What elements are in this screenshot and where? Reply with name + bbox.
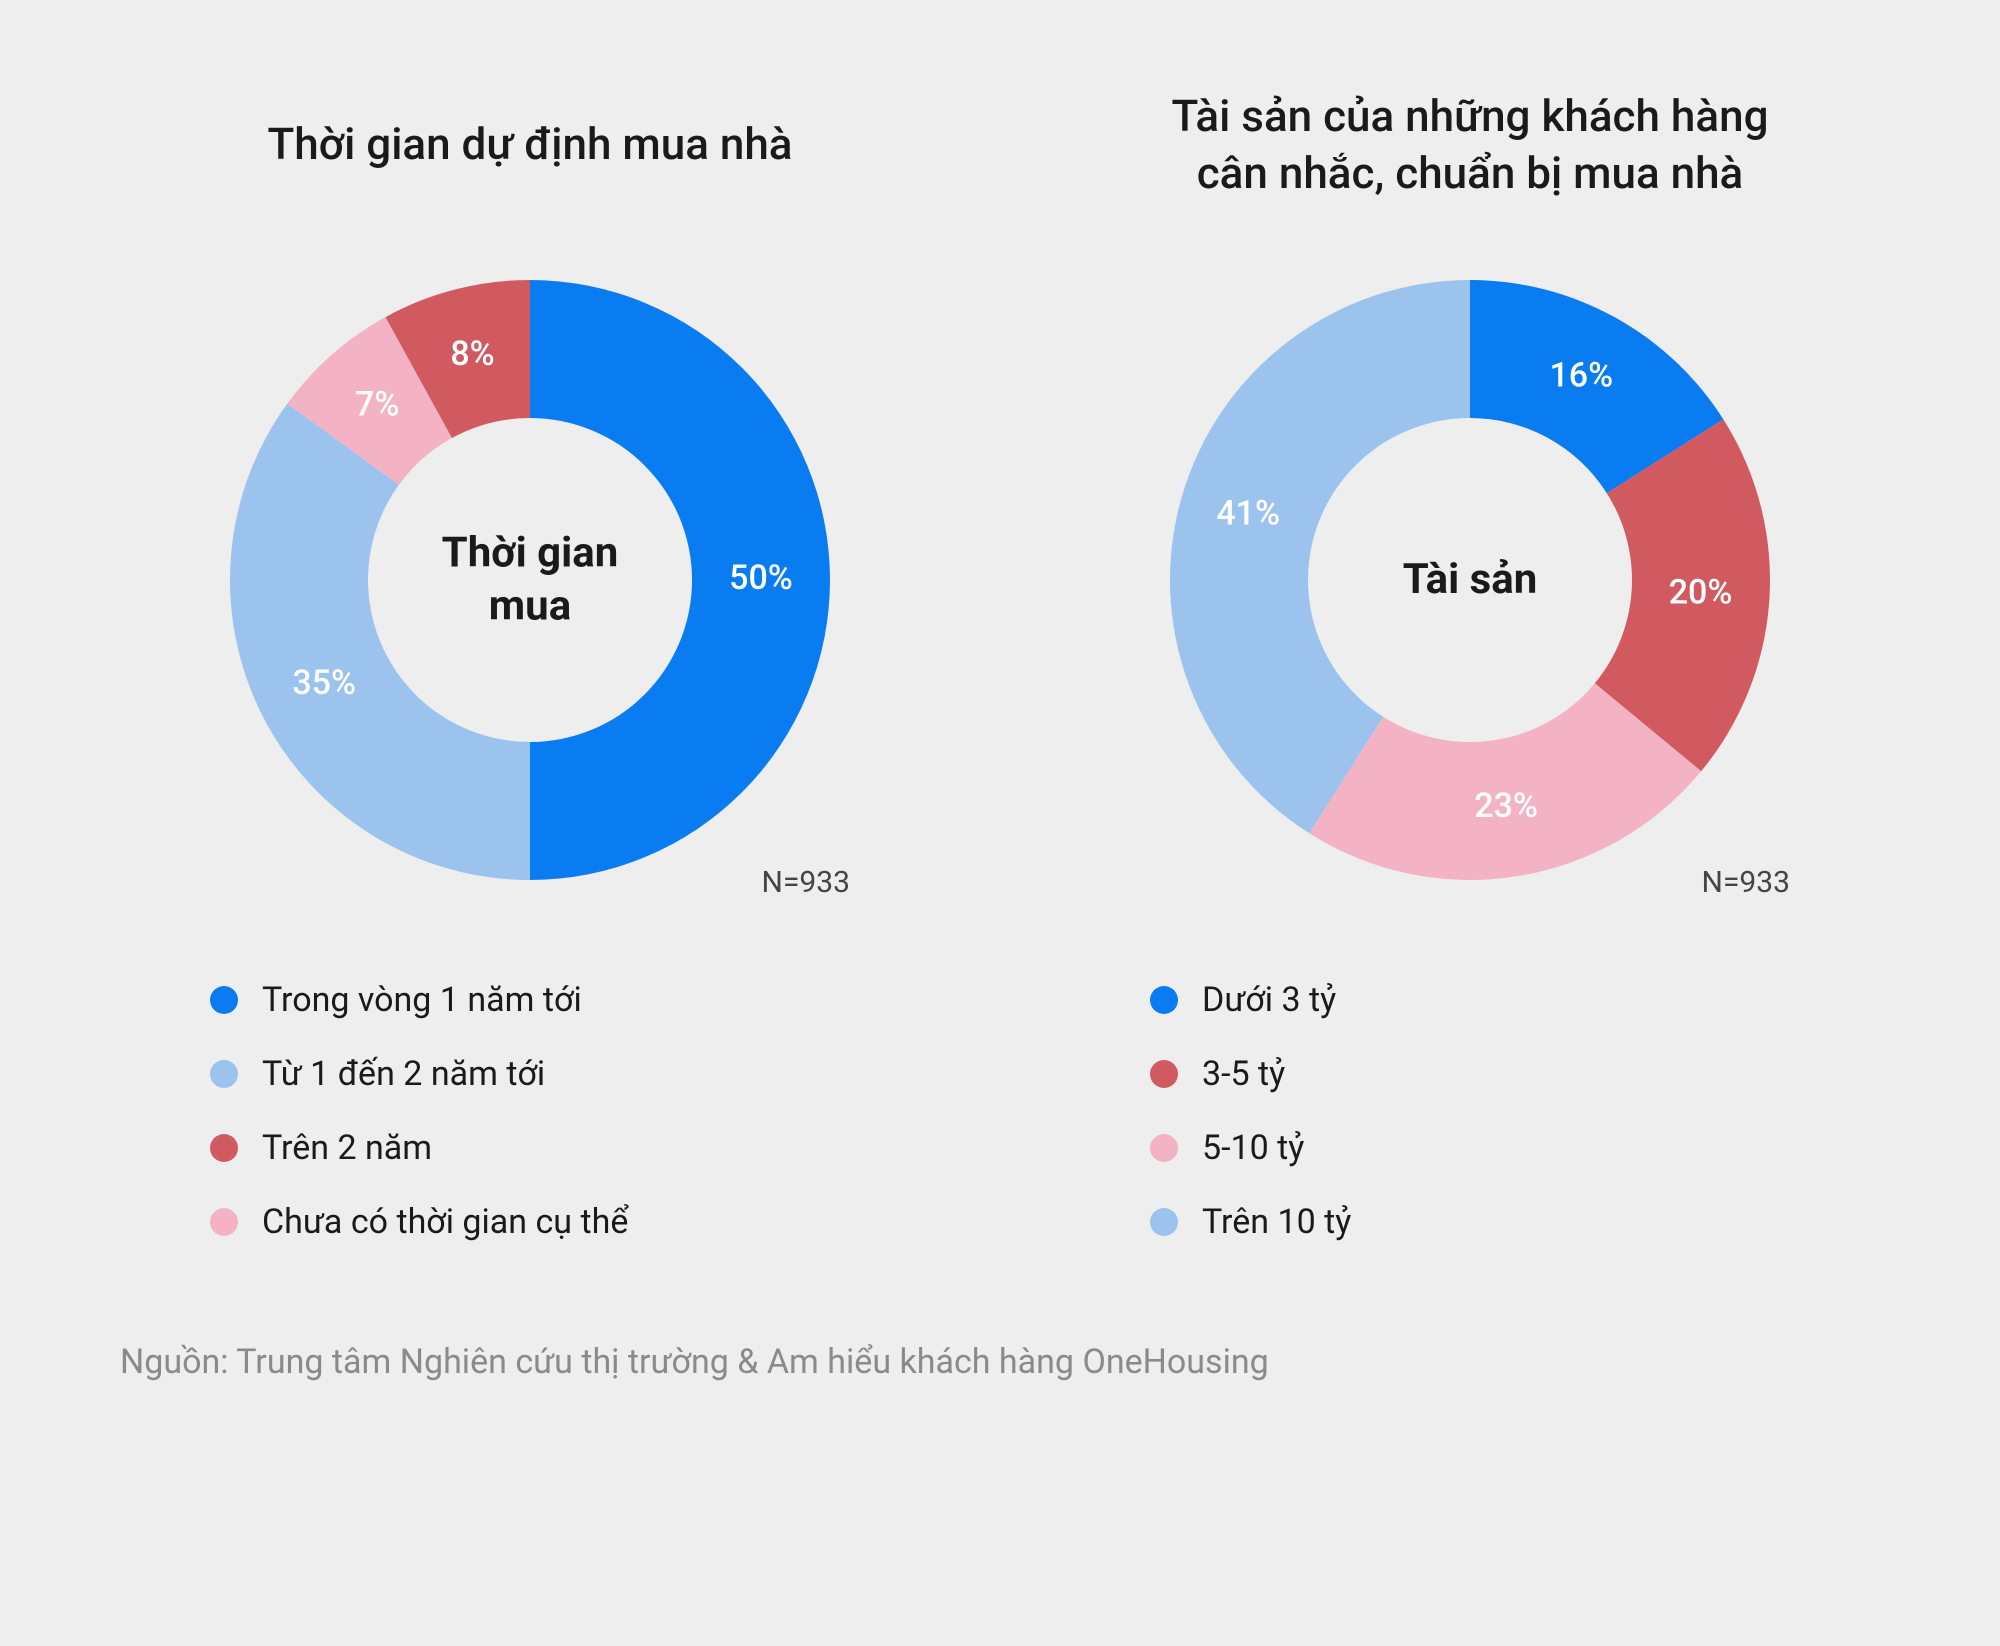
- donut-slice-label-0-0: 50%: [729, 558, 793, 598]
- legend-item-1-3: Trên 10 tỷ: [1150, 1202, 1351, 1242]
- donut-slice-label-0-1: 35%: [292, 663, 356, 703]
- legend-item-0-0: Trong vòng 1 năm tới: [210, 980, 628, 1020]
- legend-item-0-2: Trên 2 năm: [210, 1128, 628, 1168]
- legend-label-1-1: 3-5 tỷ: [1202, 1054, 1285, 1094]
- chart-title-0: Thời gian dự định mua nhà: [267, 80, 792, 210]
- legend-dot-1-2: [1150, 1134, 1178, 1162]
- legend-item-1-1: 3-5 tỷ: [1150, 1054, 1351, 1094]
- n-label-0: N=933: [762, 865, 850, 900]
- donut-center-label-0: Thời gian mua: [442, 528, 619, 633]
- legend-label-0-2: Trên 2 năm: [262, 1128, 432, 1168]
- legend-dot-1-1: [1150, 1060, 1178, 1088]
- chart-title-1: Tài sản của những khách hàng cân nhắc, c…: [1171, 80, 1768, 210]
- legend-item-0-1: Từ 1 đến 2 năm tới: [210, 1054, 628, 1094]
- legend-1: Dưới 3 tỷ 3-5 tỷ 5-10 tỷ Trên 10 tỷ: [1150, 980, 1351, 1242]
- charts-row: Thời gian dự định mua nhà 50% 35% 7% 8% Thờ…: [100, 80, 1900, 1242]
- donut-slice-label-1-1: 20%: [1669, 572, 1733, 612]
- legend-item-1-2: 5-10 tỷ: [1150, 1128, 1351, 1168]
- donut-slice-label-1-0: 16%: [1549, 356, 1613, 396]
- donut-center-label-1: Tài sản: [1403, 554, 1538, 607]
- legend-label-1-3: Trên 10 tỷ: [1202, 1202, 1351, 1242]
- legend-dot-0-0: [210, 986, 238, 1014]
- legend-label-0-0: Trong vòng 1 năm tới: [262, 980, 582, 1020]
- legend-dot-0-3: [210, 1208, 238, 1236]
- legend-label-1-2: 5-10 tỷ: [1202, 1128, 1304, 1168]
- donut-wrap-0: 50%35%7%8% Thời gian mua N=933: [220, 270, 840, 890]
- legend-0: Trong vòng 1 năm tới Từ 1 đến 2 năm tới Tr…: [210, 980, 628, 1242]
- legend-label-0-3: Chưa có thời gian cụ thể: [262, 1202, 628, 1242]
- donut-slice-label-0-2: 7%: [355, 385, 399, 425]
- donut-slice-label-1-2: 23%: [1474, 786, 1538, 826]
- chart-panel-0: Thời gian dự định mua nhà 50% 35% 7% 8% Thờ…: [100, 80, 960, 1242]
- legend-dot-1-0: [1150, 986, 1178, 1014]
- legend-item-1-0: Dưới 3 tỷ: [1150, 980, 1351, 1020]
- legend-label-1-0: Dưới 3 tỷ: [1202, 980, 1336, 1020]
- legend-label-0-1: Từ 1 đến 2 năm tới: [262, 1054, 545, 1094]
- donut-wrap-1: 16%20%23%41% Tài sản N=933: [1160, 270, 1780, 890]
- donut-slice-label-0-3: 8%: [450, 334, 494, 374]
- legend-dot-0-2: [210, 1134, 238, 1162]
- donut-slice-label-1-3: 41%: [1216, 494, 1280, 534]
- legend-item-0-3: Chưa có thời gian cụ thể: [210, 1202, 628, 1242]
- donut-slice-0-1: [230, 404, 530, 880]
- n-label-1: N=933: [1702, 865, 1790, 900]
- legend-dot-1-3: [1150, 1208, 1178, 1236]
- source-line: Nguồn: Trung tâm Nghiên cứu thị trường &…: [120, 1342, 1900, 1382]
- legend-dot-0-1: [210, 1060, 238, 1088]
- chart-panel-1: Tài sản của những khách hàng cân nhắc, c…: [1040, 80, 1900, 1242]
